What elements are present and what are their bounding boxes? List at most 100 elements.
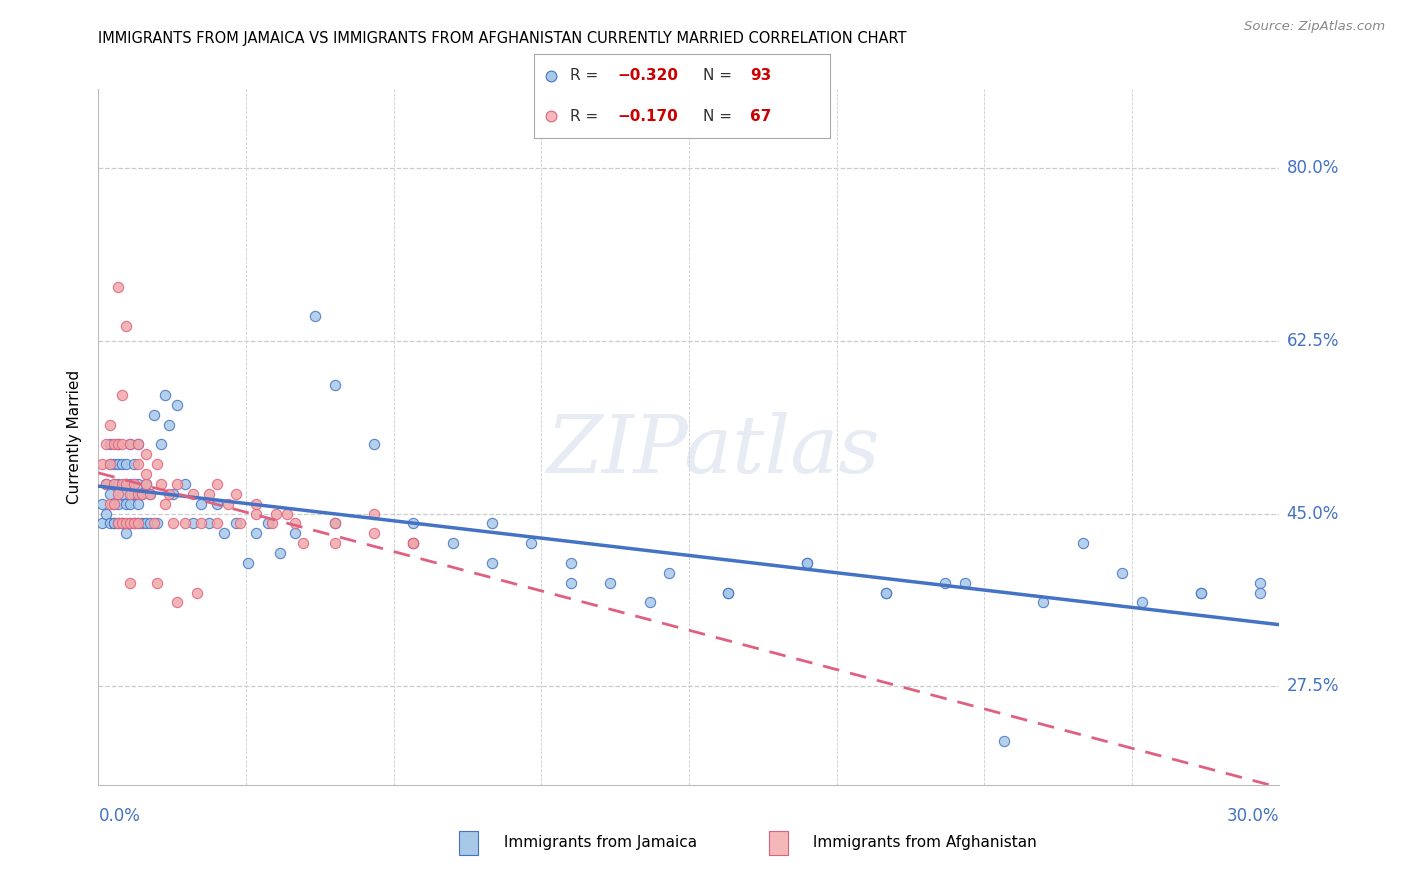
Point (103, 516, 125, 531)
Point (402, 536, 425, 550)
Text: ZIPatlas: ZIPatlas (546, 412, 879, 490)
Text: 30.0%: 30.0% (1227, 807, 1279, 825)
Point (118, 437, 141, 451)
Text: Source: ZipAtlas.com: Source: ZipAtlas.com (1244, 20, 1385, 33)
Point (91, 516, 114, 531)
Point (875, 585, 897, 599)
Point (107, 437, 129, 451)
Point (118, 575, 141, 590)
Point (96, 477, 118, 491)
Point (323, 516, 346, 531)
Point (107, 279, 129, 293)
Point (138, 516, 160, 531)
Point (256, 516, 278, 531)
Point (127, 516, 149, 531)
Point (98, 487, 121, 501)
Point (127, 516, 149, 531)
Point (111, 487, 134, 501)
Text: 0.0%: 0.0% (98, 807, 141, 825)
Point (115, 319, 138, 334)
Point (245, 497, 267, 511)
Point (146, 516, 169, 531)
Point (441, 536, 464, 550)
Point (111, 437, 134, 451)
Point (323, 536, 346, 550)
Point (260, 516, 283, 531)
Point (217, 497, 239, 511)
Point (402, 516, 425, 531)
Point (481, 556, 503, 570)
Point (118, 516, 141, 531)
Point (122, 516, 145, 531)
Point (225, 516, 247, 531)
Point (131, 487, 153, 501)
Point (225, 487, 247, 501)
Point (717, 585, 740, 599)
Point (560, 575, 582, 590)
Point (98, 457, 121, 471)
Point (111, 516, 134, 531)
Point (229, 516, 252, 531)
Point (269, 546, 291, 560)
Point (91, 457, 114, 471)
Point (993, 733, 1015, 747)
Point (122, 487, 145, 501)
Point (115, 477, 138, 491)
Point (402, 536, 425, 550)
Point (91, 497, 114, 511)
Point (127, 437, 149, 451)
Point (107, 497, 129, 511)
Text: R =: R = (569, 109, 603, 124)
Point (98, 417, 121, 432)
Point (174, 477, 197, 491)
Point (363, 507, 385, 521)
Point (205, 497, 228, 511)
Point (122, 457, 145, 471)
Point (1111, 566, 1133, 580)
Point (363, 526, 385, 541)
Point (142, 516, 165, 531)
Point (155, 497, 177, 511)
Point (103, 477, 125, 491)
Point (796, 556, 818, 570)
Point (111, 457, 134, 471)
Point (264, 507, 287, 521)
Point (1189, 585, 1212, 599)
Point (186, 585, 208, 599)
Point (181, 487, 204, 501)
Text: 45.0%: 45.0% (1286, 505, 1339, 523)
Point (98, 437, 121, 451)
Point (402, 536, 425, 550)
Point (166, 595, 188, 609)
Point (1249, 575, 1271, 590)
Point (157, 417, 180, 432)
Point (115, 526, 138, 541)
Point (197, 487, 219, 501)
Point (934, 575, 956, 590)
Point (953, 575, 976, 590)
Point (150, 477, 173, 491)
Point (245, 526, 267, 541)
Text: −0.320: −0.320 (617, 68, 678, 83)
Point (135, 477, 157, 491)
Point (115, 497, 138, 511)
Point (103, 477, 125, 491)
Point (111, 516, 134, 531)
Point (96, 507, 118, 521)
Point (107, 487, 129, 501)
Text: N =: N = (703, 109, 737, 124)
Point (103, 497, 125, 511)
Point (292, 536, 315, 550)
Point (875, 585, 897, 599)
Point (599, 575, 621, 590)
Point (190, 497, 212, 511)
Point (118, 497, 141, 511)
Point (135, 467, 157, 481)
Point (103, 457, 125, 471)
Point (323, 516, 346, 531)
Point (98, 516, 121, 531)
Text: 80.0%: 80.0% (1286, 159, 1339, 178)
Point (166, 398, 188, 412)
Point (107, 516, 129, 531)
Point (284, 526, 307, 541)
